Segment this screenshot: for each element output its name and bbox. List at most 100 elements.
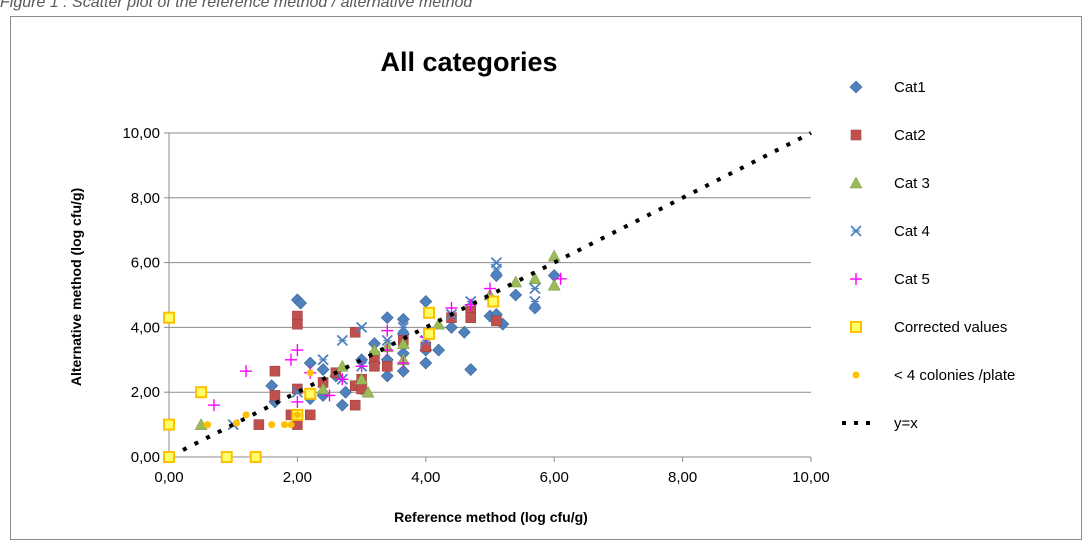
data-point	[396, 364, 410, 378]
data-point	[240, 365, 253, 378]
legend: Cat1 Cat2 Cat 3 Cat 4 Cat 5 Corrected values <…	[842, 79, 1015, 432]
data-point	[291, 344, 304, 357]
legend-label: y=x	[894, 415, 918, 432]
data-point	[554, 272, 567, 285]
data-point	[368, 343, 381, 356]
legend-item: Cat 5	[850, 271, 930, 288]
data-point	[268, 421, 276, 429]
grid-lines	[169, 132, 811, 393]
data-point	[484, 282, 496, 295]
data-point	[382, 361, 393, 372]
series-y-x	[182, 131, 812, 452]
data-point	[249, 451, 262, 463]
data-point	[528, 272, 542, 285]
data-point	[529, 295, 541, 308]
data-point	[265, 379, 279, 393]
data-point	[163, 418, 175, 431]
data-point	[294, 296, 308, 310]
data-point	[242, 411, 250, 419]
data-point	[432, 343, 446, 357]
data-point	[281, 421, 289, 429]
legend-item: Cat1	[849, 79, 926, 96]
data-point	[491, 315, 502, 327]
legend-label: Cat1	[894, 79, 926, 96]
data-point	[316, 363, 330, 376]
data-point	[397, 357, 410, 370]
series-cat2	[253, 305, 502, 430]
y-axis-label: Alternative method (log cfu/g)	[68, 188, 84, 386]
data-point	[457, 325, 471, 339]
data-point	[304, 409, 316, 421]
legend-symbol	[850, 225, 862, 237]
series-corrected-values	[163, 295, 500, 463]
legend-item: Cat 3	[849, 175, 930, 192]
data-point	[445, 320, 458, 334]
data-point	[335, 398, 349, 412]
data-point	[269, 390, 281, 401]
data-point	[287, 421, 295, 429]
data-point	[292, 318, 303, 330]
data-point	[355, 372, 369, 385]
data-point	[547, 249, 561, 262]
data-points	[163, 131, 812, 463]
legend-symbol	[850, 129, 862, 141]
data-point	[284, 353, 297, 366]
legend-label: Cat 3	[894, 175, 930, 192]
series-cat-3	[194, 249, 561, 430]
data-point	[381, 324, 394, 337]
data-point	[423, 306, 436, 319]
x-tick-label: 6,00	[540, 469, 569, 486]
data-point	[269, 365, 281, 377]
data-point	[369, 361, 380, 372]
x-tick-label: 0,00	[154, 469, 183, 486]
x-tick-label: 8,00	[668, 469, 697, 486]
data-point	[419, 356, 433, 370]
data-point	[432, 317, 446, 330]
series--4-colonies-plate	[204, 369, 314, 429]
x-tick-label: 2,00	[283, 469, 312, 486]
legend-symbol	[850, 273, 862, 285]
legend-label: Cat 4	[894, 223, 930, 240]
data-point	[163, 311, 175, 324]
legend-symbol	[850, 321, 862, 333]
data-point	[292, 383, 303, 395]
legend-symbol	[849, 80, 863, 94]
data-point	[361, 385, 375, 398]
y-tick-label: 6,00	[131, 255, 160, 272]
series-cat-5	[207, 272, 567, 412]
tick-labels: 0,00 2,00 4,00 6,00 8,00 10,00 0,00 2,00 4,00 6,0…	[122, 125, 829, 486]
data-point	[232, 419, 240, 427]
data-point	[163, 451, 175, 463]
data-point	[349, 399, 361, 411]
x-axis-label: Reference method (log cfu/g)	[394, 509, 588, 525]
data-point	[490, 263, 503, 275]
chart-frame: 0,00 2,00 4,00 6,00 8,00 10,00 0,00 2,00 4,00 6,0…	[10, 16, 1082, 540]
legend-symbol	[849, 176, 863, 189]
data-point	[381, 334, 393, 346]
legend-label: < 4 colonies /plate	[894, 367, 1015, 384]
data-point	[293, 411, 301, 419]
data-point	[207, 399, 220, 412]
y-tick-label: 4,00	[131, 319, 160, 336]
legend-label: Cat 5	[894, 271, 930, 288]
data-point	[380, 369, 394, 383]
data-point	[419, 295, 433, 308]
data-point	[291, 395, 304, 408]
data-point	[509, 288, 523, 302]
data-point	[253, 419, 265, 430]
data-point	[349, 327, 361, 338]
data-point	[547, 278, 561, 291]
y-tick-label: 0,00	[131, 449, 160, 466]
data-point	[339, 385, 352, 399]
legend-item: y=x	[842, 415, 918, 432]
data-point	[489, 269, 503, 282]
legend-label: Corrected values	[894, 319, 1007, 336]
x-tick-label: 4,00	[411, 469, 440, 486]
data-point	[355, 360, 368, 373]
y-tick-label: 10,00	[122, 125, 160, 142]
data-point	[509, 275, 523, 288]
legend-item: Cat2	[850, 127, 926, 144]
data-point	[397, 321, 409, 334]
y-tick-label: 8,00	[131, 190, 160, 207]
data-point	[396, 312, 410, 326]
